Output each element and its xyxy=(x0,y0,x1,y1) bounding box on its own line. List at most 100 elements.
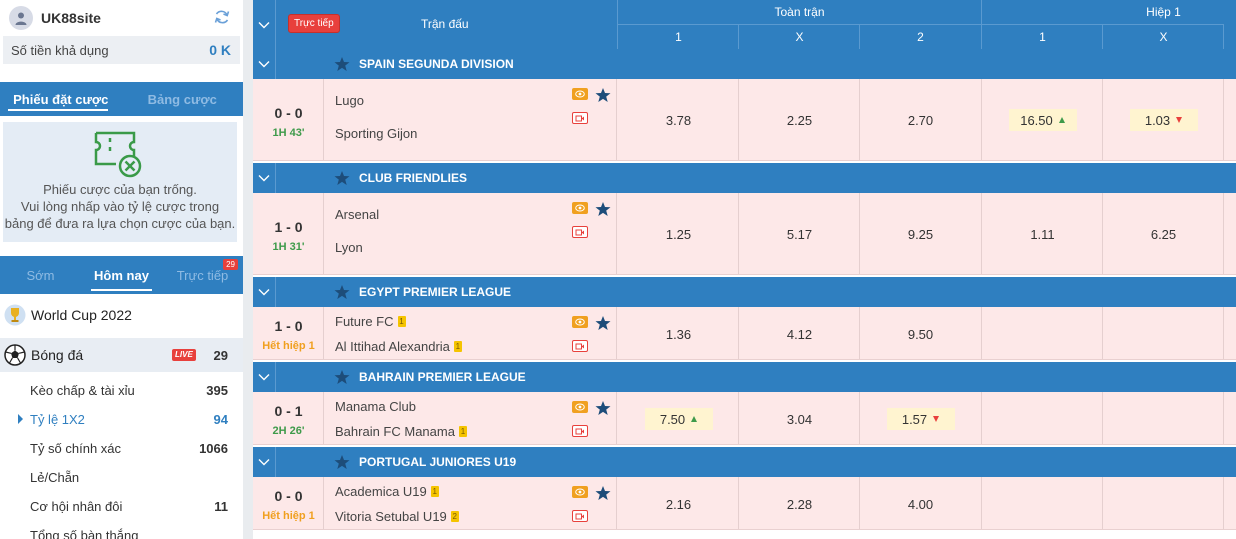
odds-home-ft[interactable]: 7.50 xyxy=(644,408,713,430)
away-team[interactable]: Lyon xyxy=(335,240,363,255)
tab-bet-list[interactable]: Bảng cược xyxy=(147,91,217,107)
sport-world-cup[interactable]: World Cup 2022 xyxy=(0,298,243,332)
favorite-match-star-icon[interactable] xyxy=(595,400,611,419)
odds-home-ft[interactable]: 2.16 xyxy=(618,493,739,515)
market-1x2[interactable]: Tỷ lệ 1X2 94 xyxy=(0,405,243,434)
odds-home-h1[interactable]: 16.50 xyxy=(1008,109,1077,131)
first-half-header: Hiệp 1 xyxy=(1146,5,1181,19)
odds-away-ft[interactable]: 9.50 xyxy=(860,323,981,345)
away-team[interactable]: Bahrain FC Manama 1 xyxy=(335,424,467,439)
league-header: EGYPT PREMIER LEAGUE xyxy=(253,277,1236,307)
avatar[interactable] xyxy=(9,6,33,30)
odds-value: 2.16 xyxy=(665,496,692,512)
live-stream-eye-icon[interactable] xyxy=(572,202,588,214)
time-tabs: Sớm Hôm nay Trực tiếp 29 xyxy=(0,256,243,294)
live-stream-eye-icon[interactable] xyxy=(572,88,588,100)
collapse-league-button[interactable] xyxy=(253,277,275,307)
balance-label: Số tiền khả dụng xyxy=(11,42,109,58)
teams-cell: Academica U19 1 Vitoria Setubal U19 2 xyxy=(325,477,617,529)
away-team[interactable]: Sporting Gijon xyxy=(335,126,417,141)
favorite-league-star-icon[interactable] xyxy=(334,56,350,75)
score-cell: 0 - 0 Hết hiệp 1 xyxy=(253,477,324,529)
chevron-down-icon xyxy=(258,459,270,466)
odds-value: 4.00 xyxy=(907,496,934,512)
video-icon[interactable] xyxy=(572,226,588,238)
odds-home-h1[interactable]: 1.11 xyxy=(982,223,1103,245)
tab-early[interactable]: Sớm xyxy=(0,256,81,294)
odds-draw-h1[interactable]: 6.25 xyxy=(1103,223,1224,245)
odds-value: 4.12 xyxy=(786,326,813,342)
balance-value: 0 K xyxy=(209,42,231,58)
odds-draw-ft[interactable]: 2.25 xyxy=(739,109,860,131)
teams-cell: Manama Club Bahrain FC Manama 1 xyxy=(325,392,617,444)
market-correct-score[interactable]: Tỷ số chính xác 1066 xyxy=(0,434,243,463)
odds-draw-ft[interactable]: 5.17 xyxy=(739,223,860,245)
collapse-league-button[interactable] xyxy=(253,447,275,477)
sport-name: Bóng đá xyxy=(31,347,84,363)
odds-home-ft[interactable]: 1.25 xyxy=(618,223,739,245)
odds-away-ft[interactable]: 1.57 xyxy=(886,408,955,430)
favorite-league-star-icon[interactable] xyxy=(334,369,350,388)
score-cell: 0 - 0 1H 43' xyxy=(253,79,324,160)
odds-away-ft[interactable]: 9.25 xyxy=(860,223,981,245)
favorite-league-star-icon[interactable] xyxy=(334,170,350,189)
chevron-down-icon xyxy=(258,61,270,68)
sport-football[interactable]: Bóng đá LIVE 29 xyxy=(0,338,243,372)
odds-value: 1.11 xyxy=(1030,226,1055,242)
h1-col-1: 1 xyxy=(982,24,1103,49)
empty-message-line2: Vui lòng nhấp vào tỷ lệ cược trong xyxy=(20,199,220,214)
video-icon[interactable] xyxy=(572,510,588,522)
trophy-icon xyxy=(4,304,26,326)
odds-home-ft[interactable]: 1.36 xyxy=(618,323,739,345)
home-team[interactable]: Lugo xyxy=(335,93,364,108)
collapse-all-button[interactable] xyxy=(253,0,275,49)
home-team[interactable]: Future FC 1 xyxy=(335,314,406,329)
favorite-match-star-icon[interactable] xyxy=(595,201,611,220)
odds-up-arrow-icon xyxy=(691,416,698,422)
market-handicap-ou[interactable]: Kèo chấp & tài xỉu 395 xyxy=(0,376,243,405)
live-stream-eye-icon[interactable] xyxy=(572,316,588,328)
odds-draw-h1[interactable]: 1.03 xyxy=(1129,109,1198,131)
tab-bet-slip[interactable]: Phiếu đặt cược xyxy=(0,82,122,116)
match-column-header: Trận đấu xyxy=(421,17,469,31)
collapse-league-button[interactable] xyxy=(253,49,275,79)
refresh-icon[interactable] xyxy=(213,8,231,26)
match-row: 1 - 0 1H 31' Arsenal Lyon 1.25 5.17 9.25 1.11 6.… xyxy=(253,193,1236,275)
market-double-chance[interactable]: Cơ hội nhân đôi 11 xyxy=(0,492,243,521)
odds-draw-ft[interactable]: 3.04 xyxy=(739,408,860,430)
favorite-match-star-icon[interactable] xyxy=(595,87,611,106)
market-name: Kèo chấp & tài xỉu xyxy=(30,383,135,398)
odds-value: 5.17 xyxy=(786,226,813,242)
odds-down-arrow-icon xyxy=(933,416,940,422)
odds-value: 1.57 xyxy=(901,411,928,427)
home-team[interactable]: Academica U19 1 xyxy=(335,484,439,499)
video-icon[interactable] xyxy=(572,112,588,124)
favorite-match-star-icon[interactable] xyxy=(595,485,611,504)
favorite-league-star-icon[interactable] xyxy=(334,454,350,473)
collapse-league-button[interactable] xyxy=(253,163,275,193)
home-team[interactable]: Manama Club xyxy=(335,399,416,414)
panel-divider[interactable] xyxy=(243,0,253,539)
odds-down-arrow-icon xyxy=(1176,117,1183,123)
favorite-league-star-icon[interactable] xyxy=(334,284,350,303)
favorite-match-star-icon[interactable] xyxy=(595,315,611,334)
video-icon[interactable] xyxy=(572,425,588,437)
tab-live[interactable]: Trực tiếp 29 xyxy=(162,256,243,294)
empty-message-line1: Phiếu cược của bạn trống. xyxy=(43,182,197,197)
odds-away-ft[interactable]: 4.00 xyxy=(860,493,981,515)
home-team[interactable]: Arsenal xyxy=(335,207,379,222)
live-filter-button[interactable]: Trực tiếp xyxy=(288,14,340,33)
odds-away-ft[interactable]: 2.70 xyxy=(860,109,981,131)
video-icon[interactable] xyxy=(572,340,588,352)
odds-draw-ft[interactable]: 4.12 xyxy=(739,323,860,345)
odds-home-ft[interactable]: 3.78 xyxy=(618,109,739,131)
live-stream-eye-icon[interactable] xyxy=(572,486,588,498)
tab-today[interactable]: Hôm nay xyxy=(81,256,162,294)
odds-draw-ft[interactable]: 2.28 xyxy=(739,493,860,515)
market-total-goals[interactable]: Tổng số bàn thắng xyxy=(0,521,243,539)
away-team[interactable]: Vitoria Setubal U19 2 xyxy=(335,509,459,524)
away-team[interactable]: Al Ittihad Alexandria 1 xyxy=(335,339,462,354)
live-stream-eye-icon[interactable] xyxy=(572,401,588,413)
market-odd-even[interactable]: Lẻ/Chẵn xyxy=(0,463,243,492)
collapse-league-button[interactable] xyxy=(253,362,275,392)
